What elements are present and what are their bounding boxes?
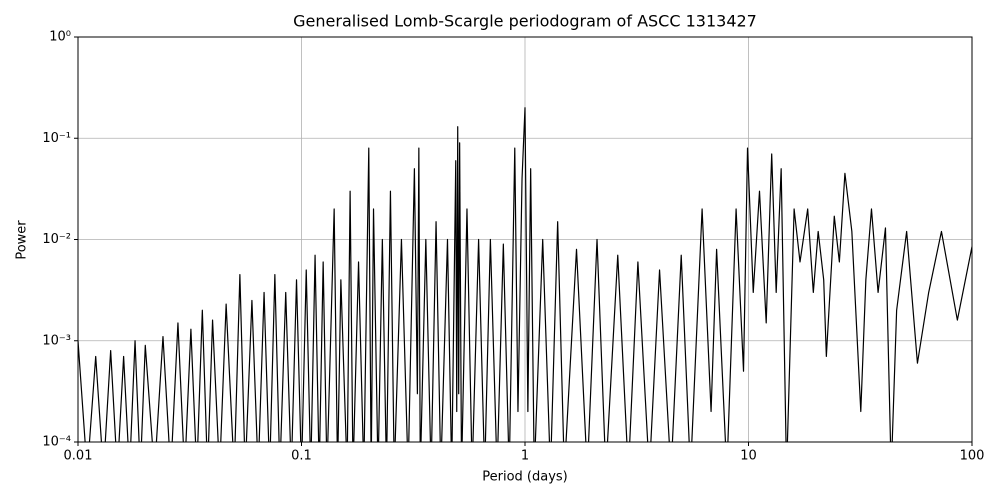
x-tick-label: 0.01 — [64, 449, 93, 464]
x-tick-label: 10 — [740, 449, 757, 464]
y-axis-label: Power — [15, 220, 30, 260]
series-line — [78, 107, 972, 442]
x-tick-label: 100 — [960, 449, 985, 464]
chart-title: Generalised Lomb-Scargle periodogram of … — [293, 12, 757, 31]
x-axis-label: Period (days) — [482, 470, 568, 485]
y-tick-label: 10⁰ — [49, 30, 71, 45]
y-tick-label: 10⁻³ — [42, 333, 71, 348]
x-tick-label: 1 — [521, 449, 529, 464]
y-tick-label: 10⁻⁴ — [42, 435, 71, 450]
y-tick-label: 10⁻¹ — [42, 131, 71, 146]
x-tick-label: 0.1 — [291, 449, 312, 464]
y-tick-label: 10⁻² — [42, 232, 71, 247]
